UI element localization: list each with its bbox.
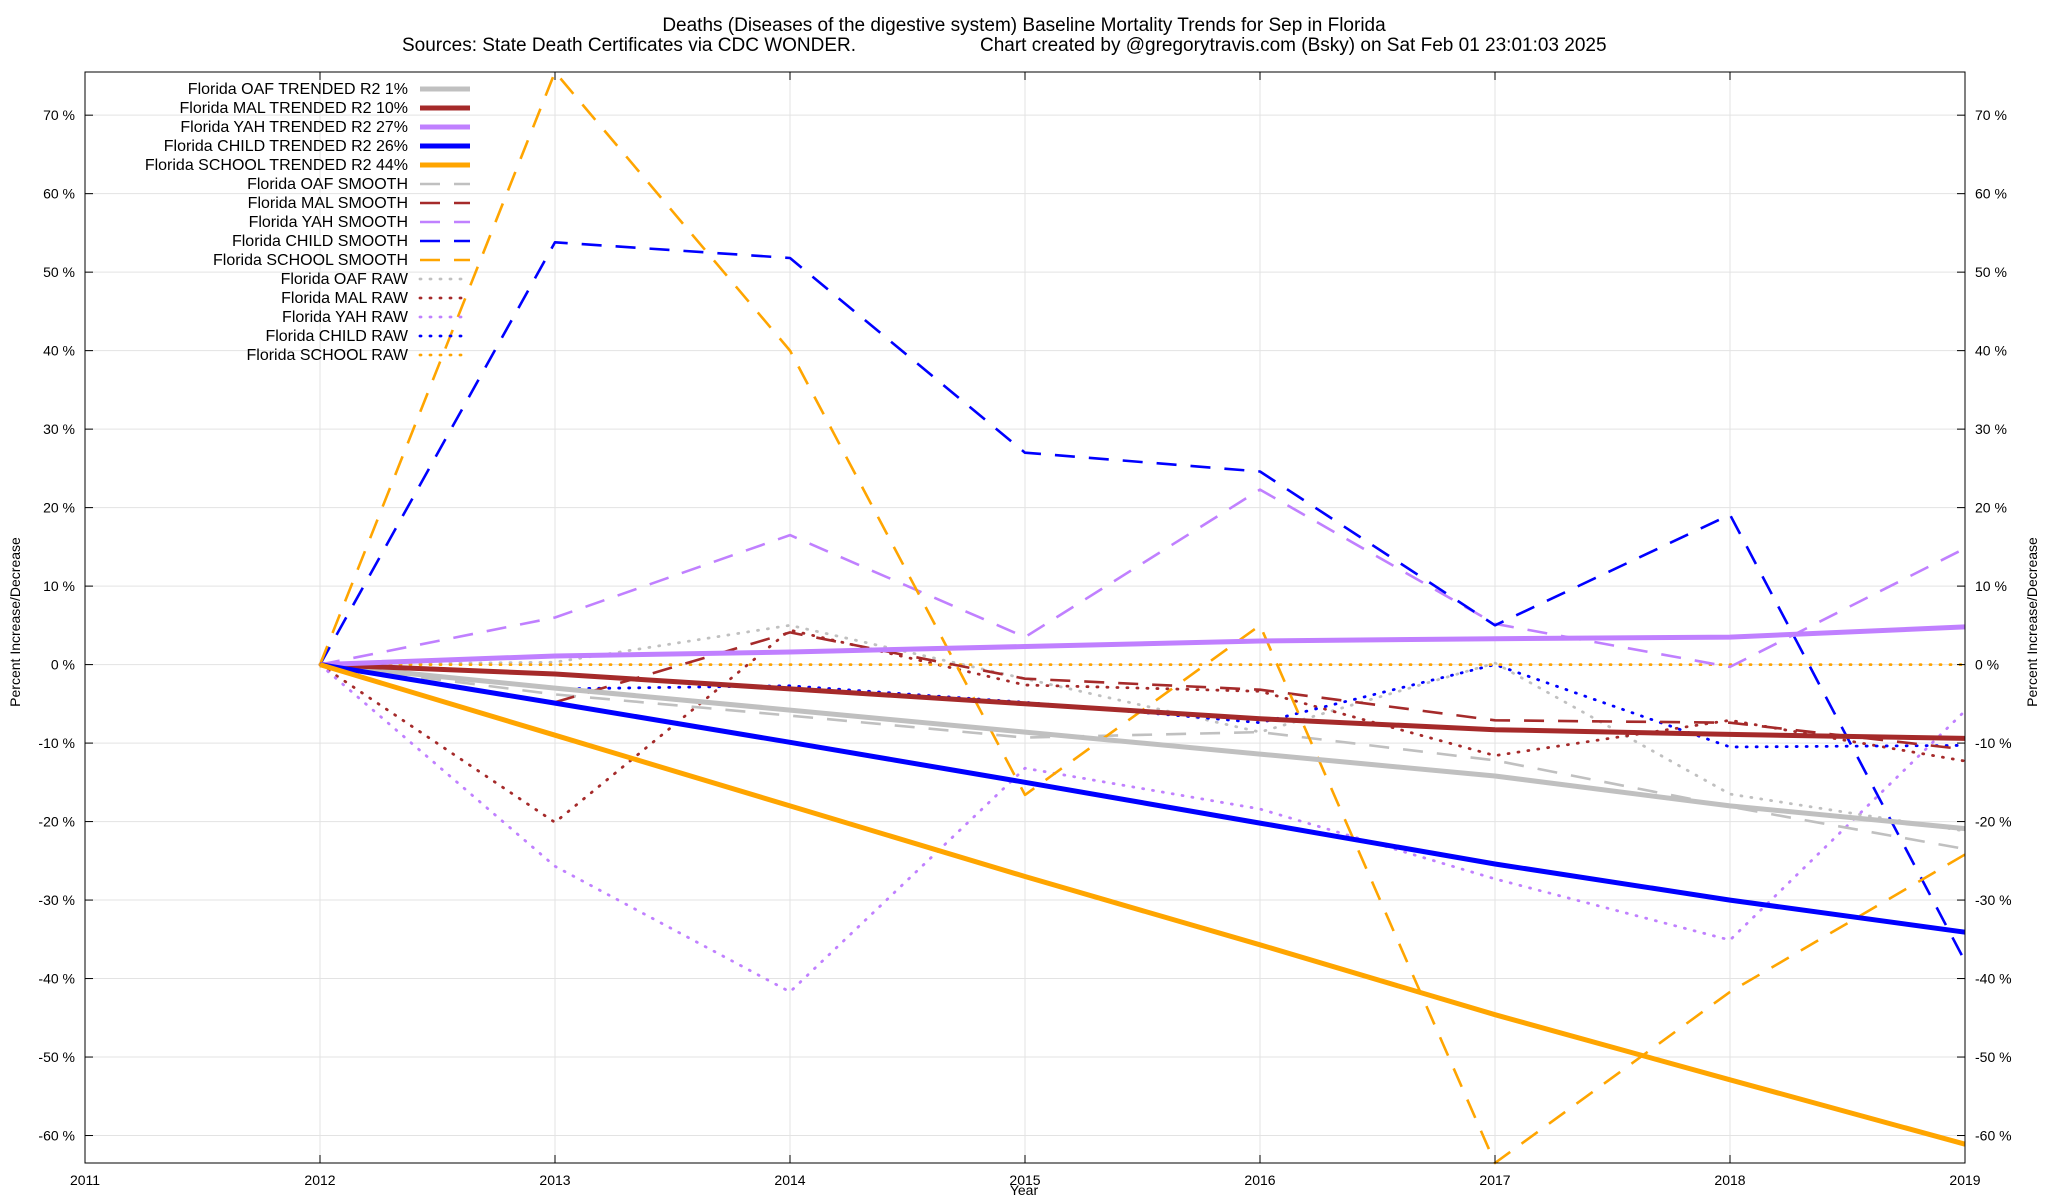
series-line-5	[319, 663, 1966, 851]
x-tick-label: 2011	[70, 1172, 100, 1188]
y-tick-label: 20 %	[43, 500, 75, 516]
series-line-11	[318, 628, 1967, 824]
y-tick-label: 40 %	[43, 343, 75, 359]
x-tick-label: 2017	[1479, 1172, 1510, 1188]
y2-tick-label: 40 %	[1975, 343, 2007, 359]
axis-ticks: 2011 2012 2013 2014 2015 2016 2017 2018 2019 70 %…	[38, 72, 2012, 1188]
y2-tick-label: 70 %	[1975, 107, 2007, 123]
legend-label: Florida OAF SMOOTH	[247, 176, 408, 193]
series-line-9	[318, 70, 1966, 1165]
legend-label: Florida SCHOOL RAW	[246, 347, 408, 364]
legend-label: Florida OAF RAW	[281, 271, 409, 288]
series-line-2	[319, 624, 1966, 668]
legend-label: Florida SCHOOL TRENDED R2 44%	[145, 157, 408, 174]
series-line-3	[319, 662, 1966, 935]
y2-tick-label: -40 %	[1975, 971, 2012, 987]
y-tick-label: -40 %	[38, 971, 75, 987]
grid	[85, 72, 1965, 1163]
chart-subtitle-credit: Chart created by @gregorytravis.com (Bsk…	[980, 35, 1607, 56]
y2-tick-label: 60 %	[1975, 186, 2007, 202]
y2-tick-label: 20 %	[1975, 500, 2007, 516]
y-tick-label: -20 %	[38, 814, 75, 830]
legend-label: Florida MAL TRENDED R2 10%	[179, 100, 408, 117]
legend-label: Florida YAH SMOOTH	[249, 214, 408, 231]
y-tick-label: -10 %	[38, 735, 75, 751]
y2-tick-label: -50 %	[1975, 1049, 2012, 1065]
series-line-8	[318, 241, 1967, 962]
x-tick-label: 2016	[1244, 1172, 1275, 1188]
x-tick-label: 2014	[774, 1172, 805, 1188]
y-tick-label: 10 %	[43, 578, 75, 594]
legend-label: Florida YAH RAW	[282, 309, 409, 326]
legend-label: Florida CHILD SMOOTH	[232, 233, 408, 250]
y2-axis-label: Percent Increase/Decrease	[2024, 537, 2040, 707]
legend-label: Florida CHILD TRENDED R2 26%	[164, 138, 408, 155]
y-tick-label: 50 %	[43, 264, 75, 280]
chart-subtitle-source: Sources: State Death Certificates via CD…	[402, 35, 856, 56]
series-line-1	[319, 662, 1966, 741]
series-line-0	[319, 662, 1966, 832]
series-line-7	[319, 488, 1966, 669]
y-tick-label: 0 %	[51, 657, 75, 673]
y-tick-label: -30 %	[38, 892, 75, 908]
y2-tick-label: -30 %	[1975, 892, 2012, 908]
chart-title: Deaths (Diseases of the digestive system…	[662, 15, 1386, 36]
y2-tick-label: 30 %	[1975, 421, 2007, 437]
x-tick-label: 2012	[304, 1172, 335, 1188]
y-tick-label: -50 %	[38, 1049, 75, 1065]
series-line-4	[319, 662, 1966, 1147]
y-tick-label: 30 %	[43, 421, 75, 437]
legend-label: Florida SCHOOL SMOOTH	[213, 252, 408, 269]
legend-label: Florida YAH TRENDED R2 27%	[180, 119, 408, 136]
series-line-12	[318, 663, 1967, 994]
legend-label: Florida MAL RAW	[281, 290, 409, 307]
y2-tick-label: -10 %	[1975, 735, 2012, 751]
y2-tick-label: -20 %	[1975, 814, 2012, 830]
legend: Florida OAF TRENDED R2 1% Florida MAL TRE…	[145, 81, 472, 364]
legend-label: Florida MAL SMOOTH	[248, 195, 408, 212]
x-axis-label: Year	[1010, 1182, 1039, 1198]
y2-tick-label: 10 %	[1975, 578, 2007, 594]
y2-tick-label: -60 %	[1975, 1128, 2012, 1144]
legend-label: Florida CHILD RAW	[265, 328, 408, 345]
x-tick-label: 2013	[539, 1172, 570, 1188]
x-tick-label: 2018	[1714, 1172, 1745, 1188]
x-tick-label: 2019	[1949, 1172, 1980, 1188]
y-tick-label: 70 %	[43, 107, 75, 123]
y-tick-label: 60 %	[43, 186, 75, 202]
x-tick-label: 2015	[1009, 1172, 1040, 1188]
legend-label: Florida OAF TRENDED R2 1%	[188, 81, 408, 98]
y-tick-label: -60 %	[38, 1128, 75, 1144]
series-lines	[318, 70, 1967, 1165]
y2-tick-label: 50 %	[1975, 264, 2007, 280]
y2-tick-label: 0 %	[1975, 657, 1999, 673]
y-axis-label: Percent Increase/Decrease	[7, 537, 23, 707]
